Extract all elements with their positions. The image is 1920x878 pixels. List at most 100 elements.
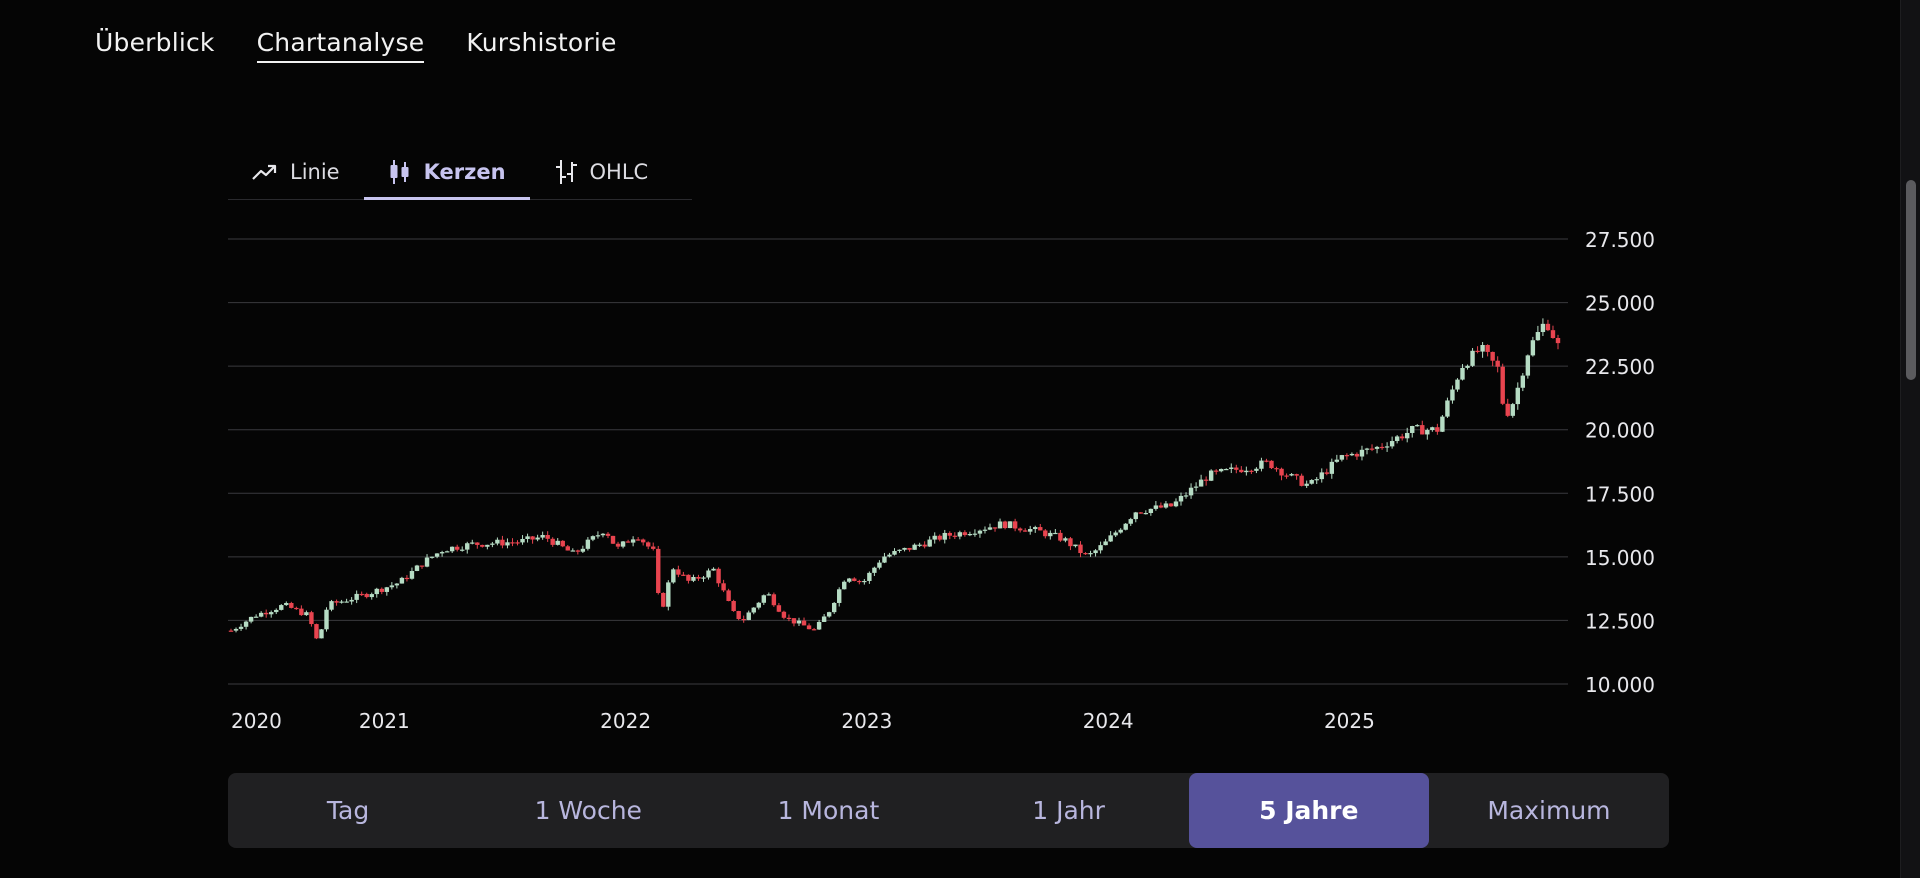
x-axis-tick-label: 2025 xyxy=(1324,709,1375,733)
candle-body xyxy=(771,594,777,606)
tab-overview[interactable]: Überblick xyxy=(95,28,215,57)
candle-body xyxy=(651,546,656,549)
candle-body xyxy=(525,536,530,539)
page-scrollbar[interactable] xyxy=(1900,0,1920,878)
candle-body xyxy=(329,601,334,610)
candle-body xyxy=(1073,544,1078,547)
candle-body xyxy=(1369,448,1375,450)
range-month-button[interactable]: 1 Monat xyxy=(777,796,880,825)
x-axis-tick-label: 2021 xyxy=(359,709,410,733)
candle-body xyxy=(465,543,470,550)
range-day-button[interactable]: Tag xyxy=(326,796,370,825)
candle-body xyxy=(1002,521,1008,529)
x-axis-tick-label: 2024 xyxy=(1083,709,1134,733)
candle-body xyxy=(992,527,998,529)
candle-body xyxy=(1012,521,1018,529)
candle-body xyxy=(937,535,942,540)
candle-body xyxy=(485,544,490,547)
candle-body xyxy=(1053,532,1058,535)
candle-body xyxy=(691,576,696,581)
x-axis-tick-label: 2020 xyxy=(231,709,282,733)
range-year-button[interactable]: 1 Jahr xyxy=(1032,796,1105,825)
candle-body xyxy=(253,616,259,618)
candle-body xyxy=(1249,470,1254,472)
candle-body xyxy=(1540,323,1546,333)
candle-body xyxy=(1259,460,1264,469)
candle-body xyxy=(721,583,726,591)
chart-type-ohlc[interactable]: OHLC xyxy=(530,145,673,199)
candle-body xyxy=(309,612,314,625)
candle-body xyxy=(867,572,872,581)
candle-body xyxy=(394,583,400,586)
candle-body xyxy=(635,539,641,541)
candle-body xyxy=(1022,530,1028,532)
candle-body xyxy=(957,532,963,537)
candle-body xyxy=(776,605,782,612)
candle-body xyxy=(520,538,525,543)
range-5-years-button[interactable]: 5 Jahre xyxy=(1188,773,1429,848)
candle-body xyxy=(545,535,550,539)
candle-body xyxy=(269,612,274,615)
chart-type-line[interactable]: Linie xyxy=(228,145,364,199)
scrollbar-thumb[interactable] xyxy=(1906,180,1916,380)
candle-body xyxy=(676,569,681,575)
candle-body xyxy=(1374,446,1380,449)
candle-body xyxy=(505,542,510,546)
candle-body xyxy=(1193,486,1199,488)
candle-body xyxy=(1208,470,1214,481)
candle-body xyxy=(1550,330,1556,339)
candle-body xyxy=(1555,338,1561,344)
candle-body xyxy=(590,536,596,540)
candle-body xyxy=(1470,350,1475,366)
candle-body xyxy=(1299,475,1304,486)
candle-body xyxy=(741,618,746,621)
candle-body xyxy=(1530,340,1536,356)
candle-body xyxy=(510,542,515,544)
range-week-button[interactable]: 1 Woche xyxy=(534,796,642,825)
candle-body xyxy=(560,540,565,547)
x-axis-tick-label: 2022 xyxy=(600,709,651,733)
candle-body xyxy=(696,576,701,579)
candle-body xyxy=(1224,468,1229,471)
candle-body xyxy=(319,629,324,639)
tab-chart-analysis[interactable]: Chartanalyse xyxy=(256,28,425,63)
candle-body xyxy=(439,552,445,554)
y-axis-tick-label: 25.000 xyxy=(1585,292,1655,316)
candle-body xyxy=(922,544,927,547)
candle-body xyxy=(1490,351,1495,361)
chart-type-candles-label: Kerzen xyxy=(423,160,506,184)
range-maximum-button[interactable]: Maximum xyxy=(1487,796,1611,825)
candle-body xyxy=(821,616,827,622)
tab-price-history[interactable]: Kurshistorie xyxy=(466,28,617,57)
candle-body xyxy=(806,625,812,630)
candle-body xyxy=(1153,505,1159,509)
candle-body xyxy=(238,626,244,629)
chart-type-candles[interactable]: Kerzen xyxy=(363,145,530,200)
candle-body xyxy=(1485,345,1490,352)
candle-body xyxy=(490,543,495,545)
candle-body xyxy=(1093,550,1098,554)
candle-body xyxy=(1028,529,1033,532)
candle-body xyxy=(475,542,480,545)
candle-body xyxy=(630,539,636,543)
candle-body xyxy=(1379,446,1385,449)
candle-body xyxy=(1063,538,1068,541)
candle-body xyxy=(1505,403,1510,416)
candle-body xyxy=(1394,436,1400,442)
candle-body xyxy=(932,535,937,540)
candle-body xyxy=(580,548,586,552)
candle-body xyxy=(1399,436,1405,439)
y-axis-tick-label: 10.000 xyxy=(1585,673,1655,697)
candle-body xyxy=(681,574,686,576)
candle-body xyxy=(515,542,520,544)
candle-body xyxy=(751,607,756,613)
candle-body xyxy=(1450,389,1455,401)
candle-body xyxy=(1314,479,1319,481)
candle-body xyxy=(399,577,405,584)
candle-body xyxy=(429,556,435,558)
candlestick-chart[interactable]: 27.500 25.000 22.500 20.000 17.500 15.000 12.5… xyxy=(228,210,1700,740)
candle-body xyxy=(1183,495,1189,497)
candle-body xyxy=(892,550,897,555)
price-chart[interactable]: 27.500 25.000 22.500 20.000 17.500 15.000 12.5… xyxy=(228,210,1700,740)
candle-body xyxy=(1309,480,1314,484)
